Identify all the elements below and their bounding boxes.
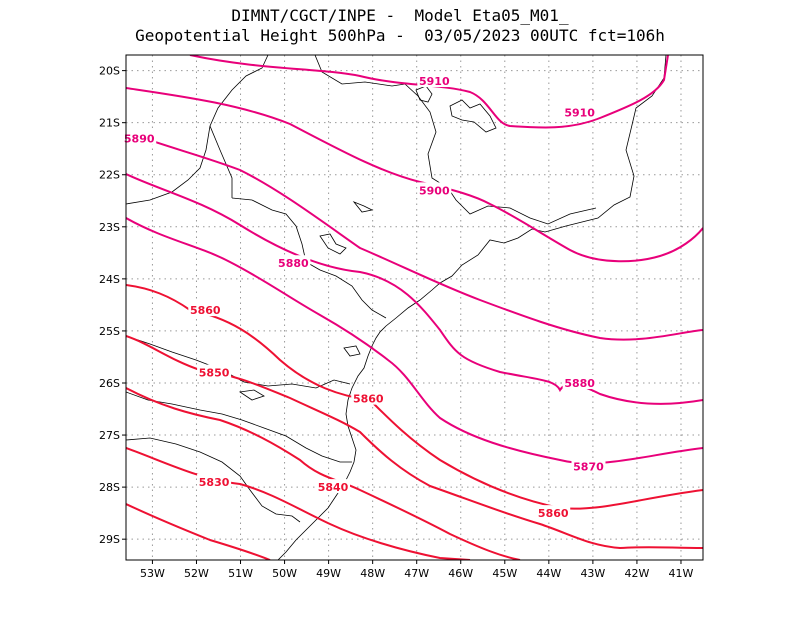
plot-frame: [125, 54, 704, 561]
lon-tick-label: 42W: [624, 567, 649, 580]
contour-label-background: [197, 364, 232, 379]
contour-label-background: [417, 182, 452, 197]
contour-label: 5860: [538, 507, 569, 520]
island: [343, 345, 361, 357]
contour-label-background: [351, 390, 386, 405]
coastline-borders: [126, 55, 667, 560]
map-title-line-2: Geopotential Height 500hPa - 03/05/2023 …: [135, 26, 665, 45]
contour-label-background: [417, 73, 452, 88]
lon-tick-label: 51W: [228, 567, 253, 580]
bay-1: [449, 99, 497, 133]
contour-5870: [126, 217, 703, 465]
contour-label-background: [122, 130, 157, 145]
contour-5890: [126, 131, 703, 341]
lagoon: [238, 389, 265, 401]
lat-tick-label: 20S: [99, 65, 120, 78]
state-border-pr-sc: [126, 335, 351, 389]
axis-ticks: 20S 21S 22S 23S 24S 25S 26S 27S 28S 29S 53W 52W 51W 5…: [99, 65, 694, 580]
lon-tick-label: 46W: [448, 567, 473, 580]
contour-5820: [126, 503, 271, 560]
contour-label-background: [188, 302, 223, 317]
state-border-ms-sp: [126, 55, 269, 205]
contour-5840: [126, 387, 521, 560]
state-border-pr-ms: [209, 125, 253, 201]
contour-label-background: [562, 104, 597, 119]
lon-tick-label: 44W: [536, 567, 561, 580]
contour-label-background: [571, 458, 606, 473]
contour-label-background: [316, 479, 351, 494]
contour-label: 5910: [564, 106, 595, 119]
lat-tick-label: 25S: [99, 325, 120, 338]
contour-label: 5830: [199, 476, 230, 489]
country-border-west: [126, 437, 301, 523]
contour-labels: 5910 5910 5890 5900 5880 5880 5860 5860 5860 5850…: [122, 73, 606, 520]
state-border-sc-rs: [126, 391, 352, 463]
bay-2: [415, 85, 433, 103]
lat-tick-label: 29S: [99, 533, 120, 546]
lon-tick-label: 47W: [404, 567, 429, 580]
contour-label: 5860: [190, 304, 221, 317]
lon-tick-label: 43W: [580, 567, 605, 580]
contour-label: 5870: [573, 460, 604, 473]
lon-tick-label: 49W: [316, 567, 341, 580]
state-border-sp-mg: [314, 55, 597, 225]
lon-tick-label: 41W: [669, 567, 694, 580]
map-title-line-1: DIMNT/CGCT/INPE - Model Eta05_M01_: [231, 6, 569, 25]
contour-label: 5880: [564, 377, 595, 390]
contour-5910-north: [189, 55, 669, 129]
contour-label: 5900: [419, 184, 450, 197]
contour-5900: [126, 87, 703, 263]
contour-label-background: [536, 505, 571, 520]
lon-tick-label: 50W: [272, 567, 297, 580]
contour-label-background: [197, 473, 232, 488]
lon-tick-label: 45W: [492, 567, 517, 580]
contour-label: 5890: [124, 132, 155, 145]
contour-label-background: [276, 255, 311, 270]
contour-label: 5840: [318, 481, 349, 494]
lat-tick-label: 22S: [99, 169, 120, 182]
contour-label: 5860: [353, 393, 384, 406]
lon-tick-label: 53W: [140, 567, 165, 580]
contour-label: 5880: [278, 257, 309, 270]
contour-label-background: [562, 374, 597, 389]
contour-label: 5850: [199, 367, 230, 380]
lat-tick-label: 21S: [99, 117, 120, 130]
lat-tick-label: 24S: [99, 273, 120, 286]
lon-tick-label: 52W: [184, 567, 209, 580]
reservoir-1: [319, 233, 347, 255]
lat-tick-label: 23S: [99, 221, 120, 234]
state-border-pr-sp: [251, 199, 387, 319]
lat-tick-label: 26S: [99, 377, 120, 390]
contour-5880: [126, 173, 703, 405]
lon-tick-label: 48W: [360, 567, 385, 580]
coastline: [277, 55, 667, 560]
contour-5830: [126, 447, 471, 560]
contour-label: 5910: [419, 75, 450, 88]
reservoir-2: [352, 201, 374, 213]
lat-tick-label: 27S: [99, 429, 120, 442]
lat-tick-label: 28S: [99, 481, 120, 494]
